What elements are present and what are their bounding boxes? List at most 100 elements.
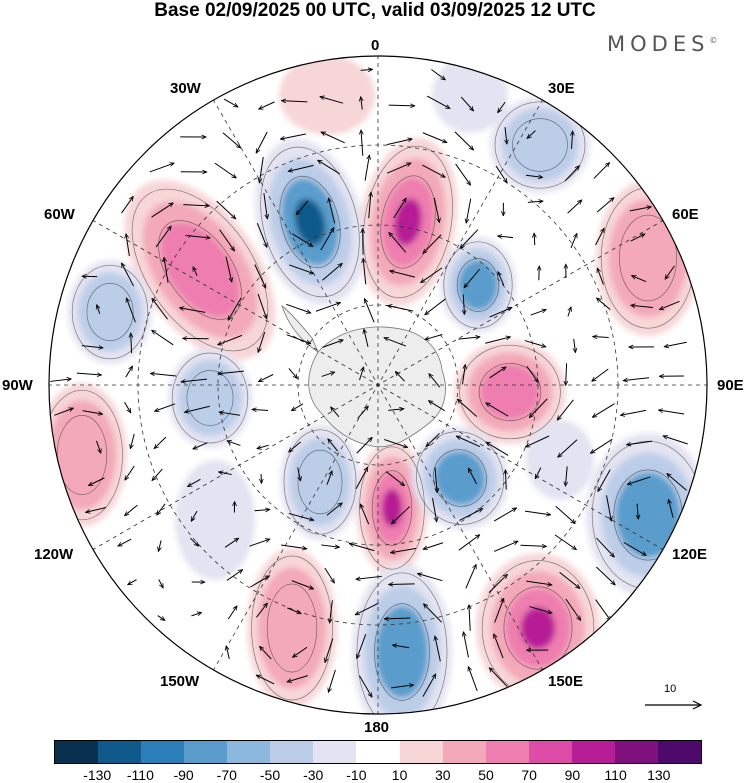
contour-line [356,572,448,714]
wind-vector [183,205,209,206]
wind-vector [355,602,379,616]
wind-vector [431,69,445,80]
wind-vector [494,598,504,623]
wind-vector [252,409,269,410]
wind-vector [181,378,207,382]
colorbar-swatch [98,741,142,763]
wind-vector [463,632,469,658]
contour-line [297,449,343,515]
wind-vector [460,96,473,111]
contour-line [619,214,677,302]
modes-logo: MODES© [607,32,717,56]
colorbar-swatch [442,741,486,763]
wind-vector [363,229,364,255]
lon-label-0: 0 [371,37,380,54]
negative-anomaly-band [178,360,242,436]
colorbar-swatch [227,741,271,763]
wind-vector [493,541,518,552]
wind-vector [358,675,372,697]
wind-vector [428,401,445,412]
wind-vector [558,439,578,457]
wind-vector [433,197,439,223]
wind-vector [226,570,243,581]
wind-vector [228,297,242,320]
wind-vector [224,538,239,548]
wind-vector [324,567,335,583]
wind-vector [498,272,505,286]
wind-vector [254,264,267,288]
lon-label-120e: 120E [672,546,708,563]
colorbar-tick-label: -90 [173,767,194,783]
wind-vector [493,508,516,522]
wind-vector [363,258,367,285]
wind-vector [185,405,210,412]
wind-vector [296,200,309,215]
colorbar-swatch [571,741,615,763]
wind-vector [626,440,653,445]
colorbar-swatch [399,741,443,763]
wind-vector [89,477,105,486]
colorbar-tick-label: 110 [604,767,627,783]
wind-vector [395,371,405,382]
wind-vector [423,604,443,623]
colorbar-tick-label: 10 [391,767,408,783]
wind-vector [526,580,552,585]
wind-vector [256,131,268,153]
wind-vector [525,435,550,448]
wind-vector [388,105,415,106]
wind-vector [637,503,638,520]
colorbar-swatch [485,741,529,763]
wind-vector [219,472,232,475]
negative-anomaly-band [289,437,351,527]
wind-vector [155,226,171,248]
contour-line [251,555,333,701]
wind-vector [126,298,136,323]
wind-vector [189,537,198,546]
wind-vector [82,410,103,414]
lon-label-120w: 120W [34,546,74,563]
wind-vector [361,97,363,110]
colorbar-swatch [614,741,658,763]
wind-vector [593,163,610,179]
wind-vector [76,373,102,375]
wind-vector [152,298,168,320]
colorbar-swatch [270,741,314,763]
positive-anomaly-band [381,488,403,528]
wind-vector [520,545,546,546]
wind-vector [597,268,604,285]
reference-vector-arrow [645,700,703,710]
wind-vector [495,165,507,183]
contour-line [260,146,360,298]
wind-vector [191,510,198,521]
wind-vector [223,98,238,107]
wind-vector [623,377,650,381]
reference-vector-label: 10 [664,683,677,695]
wind-vector [417,574,443,582]
wind-vector [280,133,306,139]
wind-vector [322,263,342,281]
wind-vector [466,198,472,223]
wind-vector [597,298,611,311]
wind-vector [292,233,313,247]
wind-vector [125,366,133,378]
colorbar-swatch [184,741,228,763]
contour-line [266,583,318,673]
wind-vector [321,372,335,377]
wind-vector [219,412,241,416]
wind-vector [349,543,375,552]
wind-vector [534,467,542,479]
wind-vector [385,471,404,486]
wind-vector [256,603,267,618]
wind-vector [86,507,107,513]
negative-anomaly-band [432,57,508,133]
positive-anomaly-band [480,364,540,420]
wind-vector [328,669,336,692]
colorbar-tick-label: -50 [259,767,281,783]
wind-vector [468,468,478,485]
wind-vector [122,263,135,287]
wind-vector [435,636,441,662]
wind-vector [667,474,687,491]
wind-vector [570,233,577,249]
wind-vector [286,334,311,344]
wind-vector [525,175,543,177]
